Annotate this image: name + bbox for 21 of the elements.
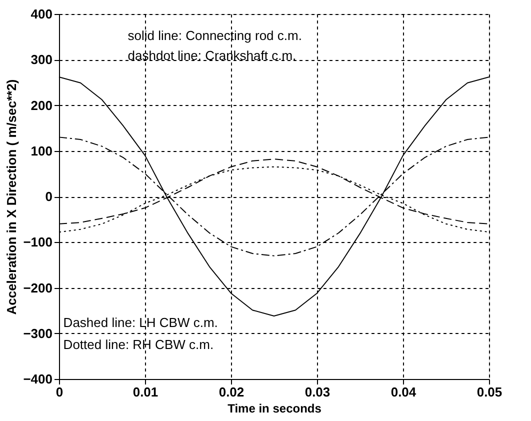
x-tick-label: 0.04 [390, 384, 417, 400]
y-axis-title: Acceleration in X Direction ( m/sec**2) [4, 79, 20, 315]
y-tick-label: −400 [23, 372, 52, 386]
annotation: solid line: Connecting rod c.m. [128, 28, 302, 43]
y-tick-label: 0 [45, 189, 52, 204]
annotation: dashdot line: Crankshaft c.m. [128, 48, 296, 63]
x-tick-label: 0.03 [304, 384, 330, 400]
y-tick-label: −100 [23, 234, 52, 250]
x-tick-label: 0.01 [132, 384, 158, 400]
y-tick-label: 300 [30, 52, 52, 68]
annotation: Dotted line: RH CBW c.m. [63, 337, 214, 352]
y-tick-label: 200 [30, 98, 52, 113]
x-axis-title: Time in seconds [228, 402, 322, 416]
annotation: Dashed line: LH CBW c.m. [63, 315, 218, 330]
y-tick-label: 400 [30, 6, 52, 22]
y-tick-label: −200 [23, 280, 52, 296]
y-tick-label: 100 [30, 143, 52, 158]
x-tick-label: 0.05 [476, 384, 502, 400]
x-tick-label: 0 [56, 384, 64, 400]
x-tick-label: 0.02 [218, 384, 244, 400]
y-tick-label: −300 [23, 326, 52, 341]
